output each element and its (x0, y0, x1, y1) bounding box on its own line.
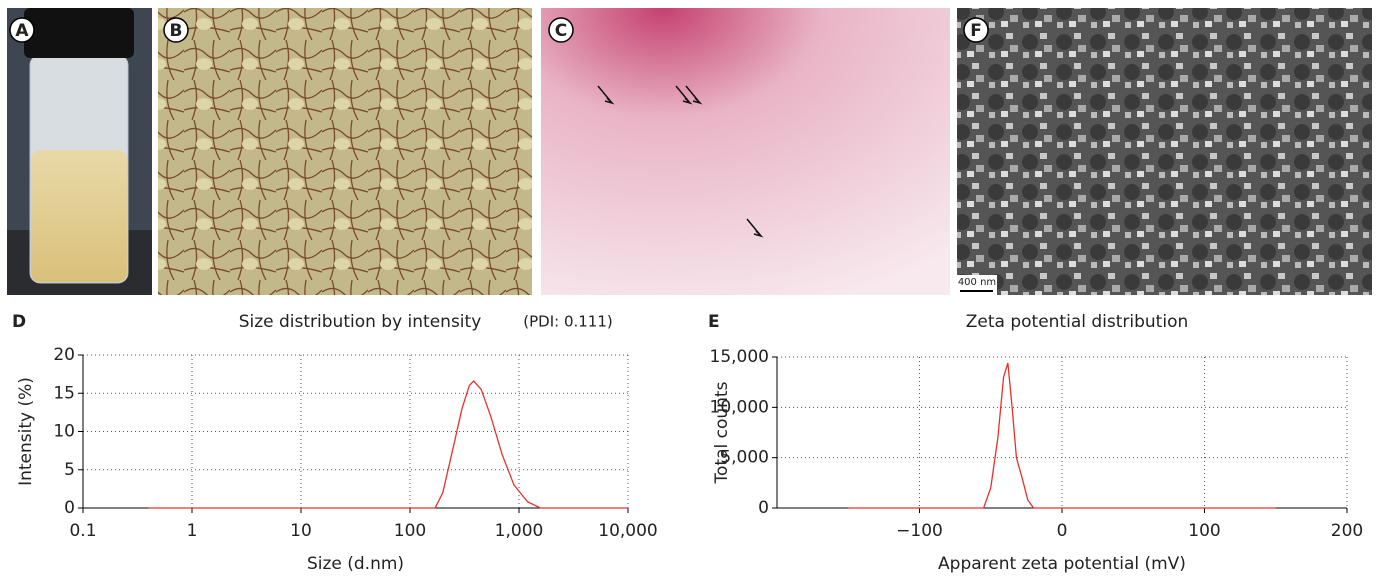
panel-label: F (970, 21, 982, 41)
x-tick-label: 100 (1188, 521, 1220, 541)
panel-label: E (708, 312, 720, 332)
y-tick-label: 20 (53, 345, 75, 365)
y-axis-label: Intensity (%) (16, 377, 36, 486)
y-axis-label: Total counts (712, 381, 732, 484)
x-tick-label: 0.1 (69, 521, 96, 541)
y-tick-label: 5 (64, 460, 75, 480)
y-tick-label: 10 (53, 422, 75, 442)
data-line (848, 363, 1276, 508)
y-tick-label: 0 (758, 498, 769, 518)
panel-label: B (170, 21, 183, 41)
micrograph-f (957, 8, 1372, 295)
x-tick-label: 10 (290, 521, 312, 541)
micrograph-c (541, 8, 950, 295)
x-tick-label: 0 (1057, 521, 1068, 541)
y-tick-label: 0 (64, 498, 75, 518)
x-axis-label: Size (d.nm) (307, 554, 404, 574)
panel-label: C (555, 21, 567, 41)
x-tick-label: 200 (1331, 521, 1363, 541)
figure: A B C F 400 nm D Size distribution by intensit… (0, 0, 1379, 577)
y-tick-label: 15 (53, 383, 75, 403)
data-line (149, 381, 628, 508)
annotation: (PDI: 0.111) (523, 313, 613, 331)
panel-label: D (12, 312, 26, 332)
page: A B C F 400 nm D Size distribution by intensit… (0, 0, 1379, 577)
x-tick-label: 100 (394, 521, 426, 541)
y-tick-label: 15,000 (710, 347, 769, 367)
x-tick-label: −100 (896, 521, 943, 541)
chart-title: Size distribution by intensity (239, 312, 482, 332)
x-tick-label: 1 (187, 521, 198, 541)
micrograph-b (158, 8, 532, 295)
scale-bar-label: 400 nm (958, 277, 996, 288)
chart-title: Zeta potential distribution (966, 312, 1189, 332)
x-tick-label: 10,000 (598, 521, 657, 541)
panel-label: A (15, 21, 29, 41)
x-tick-label: 1,000 (495, 521, 544, 541)
x-axis-label: Apparent zeta potential (mV) (938, 554, 1186, 574)
